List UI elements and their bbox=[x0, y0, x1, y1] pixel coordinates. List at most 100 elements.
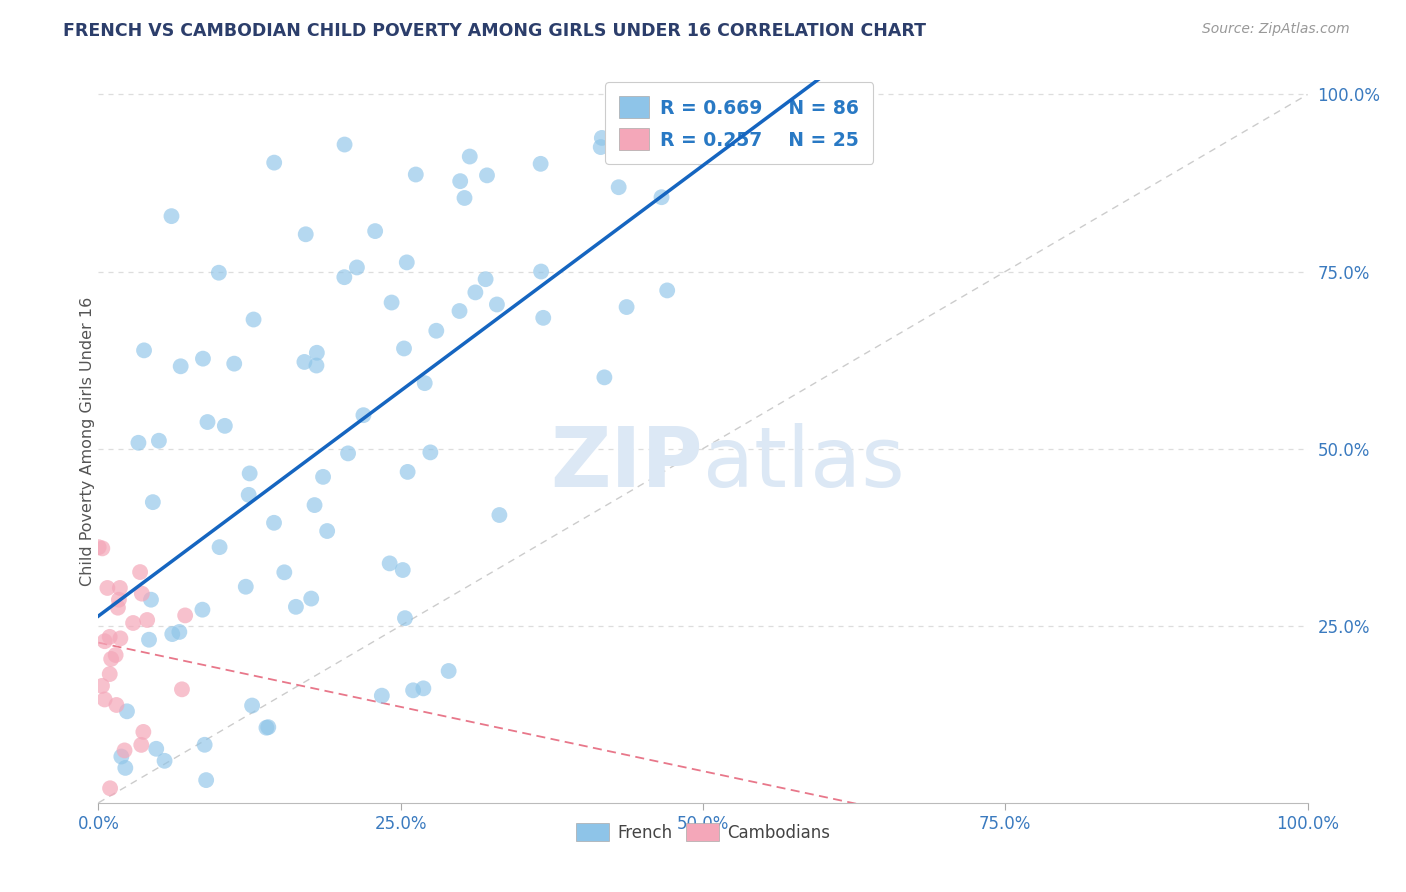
Point bbox=[174, 608, 197, 623]
Point bbox=[129, 738, 152, 752]
Point bbox=[160, 209, 183, 223]
Point bbox=[657, 284, 679, 298]
Point bbox=[162, 627, 184, 641]
Point bbox=[413, 376, 436, 391]
Point bbox=[108, 581, 131, 595]
Point bbox=[395, 255, 418, 269]
Point bbox=[453, 191, 475, 205]
Point bbox=[235, 580, 257, 594]
Point bbox=[464, 285, 486, 300]
Point bbox=[475, 169, 498, 183]
Point bbox=[488, 508, 510, 522]
Point bbox=[333, 137, 356, 152]
Legend: French, Cambodians: French, Cambodians bbox=[569, 817, 837, 848]
Point bbox=[105, 698, 128, 712]
Point bbox=[394, 611, 416, 625]
Text: Source: ZipAtlas.com: Source: ZipAtlas.com bbox=[1202, 22, 1350, 37]
Point bbox=[273, 566, 295, 580]
Point bbox=[749, 89, 772, 103]
Point bbox=[607, 180, 630, 194]
Point bbox=[679, 116, 702, 130]
Point bbox=[378, 557, 401, 571]
Point bbox=[93, 634, 115, 648]
Point bbox=[138, 632, 160, 647]
Point bbox=[405, 168, 427, 182]
Point bbox=[208, 266, 231, 280]
Text: atlas: atlas bbox=[703, 423, 904, 504]
Point bbox=[208, 540, 231, 554]
Point bbox=[91, 679, 114, 693]
Point bbox=[593, 370, 616, 384]
Point bbox=[402, 683, 425, 698]
Point bbox=[254, 721, 277, 735]
Point bbox=[530, 264, 553, 278]
Point bbox=[425, 324, 447, 338]
Point bbox=[197, 415, 219, 429]
Point bbox=[108, 592, 131, 607]
Point bbox=[305, 345, 328, 359]
Point bbox=[381, 295, 404, 310]
Point bbox=[396, 465, 419, 479]
Point bbox=[371, 689, 394, 703]
Point bbox=[689, 151, 711, 165]
Point bbox=[305, 359, 328, 373]
Point bbox=[419, 445, 441, 459]
Point bbox=[304, 498, 326, 512]
Point bbox=[263, 516, 285, 530]
Point bbox=[392, 342, 415, 356]
Point bbox=[107, 600, 129, 615]
Point bbox=[100, 652, 122, 666]
Point bbox=[104, 648, 127, 662]
Point bbox=[458, 149, 481, 163]
Point bbox=[240, 698, 263, 713]
Point bbox=[122, 615, 145, 630]
Point bbox=[616, 300, 638, 314]
Point bbox=[93, 692, 115, 706]
Point bbox=[449, 304, 471, 318]
Point bbox=[346, 260, 368, 275]
Point bbox=[239, 467, 262, 481]
Point bbox=[474, 272, 496, 286]
Point bbox=[391, 563, 413, 577]
Point bbox=[191, 603, 214, 617]
Point bbox=[437, 664, 460, 678]
Point bbox=[145, 741, 167, 756]
Point bbox=[485, 297, 508, 311]
Point bbox=[299, 591, 322, 606]
Point bbox=[530, 157, 553, 171]
Point bbox=[132, 343, 155, 358]
Point bbox=[139, 592, 162, 607]
Y-axis label: Child Poverty Among Girls Under 16: Child Poverty Among Girls Under 16 bbox=[80, 297, 94, 586]
Point bbox=[115, 704, 138, 718]
Point bbox=[91, 541, 114, 556]
Point bbox=[449, 174, 471, 188]
Point bbox=[148, 434, 170, 448]
Point bbox=[257, 720, 280, 734]
Point bbox=[589, 140, 612, 154]
Point bbox=[131, 587, 153, 601]
Point bbox=[87, 540, 110, 554]
Point bbox=[129, 565, 152, 579]
Point bbox=[224, 357, 246, 371]
Point bbox=[316, 524, 339, 538]
Point bbox=[651, 190, 673, 204]
Point bbox=[142, 495, 165, 509]
Point bbox=[284, 599, 307, 614]
Point bbox=[136, 613, 159, 627]
Point bbox=[110, 749, 132, 764]
Point bbox=[153, 754, 176, 768]
Point bbox=[169, 624, 191, 639]
Point bbox=[531, 310, 554, 325]
Text: FRENCH VS CAMBODIAN CHILD POVERTY AMONG GIRLS UNDER 16 CORRELATION CHART: FRENCH VS CAMBODIAN CHILD POVERTY AMONG … bbox=[63, 22, 927, 40]
Point bbox=[170, 682, 193, 697]
Point bbox=[263, 155, 285, 169]
Point bbox=[312, 470, 335, 484]
Point bbox=[214, 418, 236, 433]
Point bbox=[132, 725, 155, 739]
Point bbox=[98, 630, 121, 644]
Point bbox=[170, 359, 193, 374]
Point bbox=[364, 224, 387, 238]
Point bbox=[337, 446, 360, 460]
Point bbox=[412, 681, 434, 696]
Point bbox=[294, 227, 316, 242]
